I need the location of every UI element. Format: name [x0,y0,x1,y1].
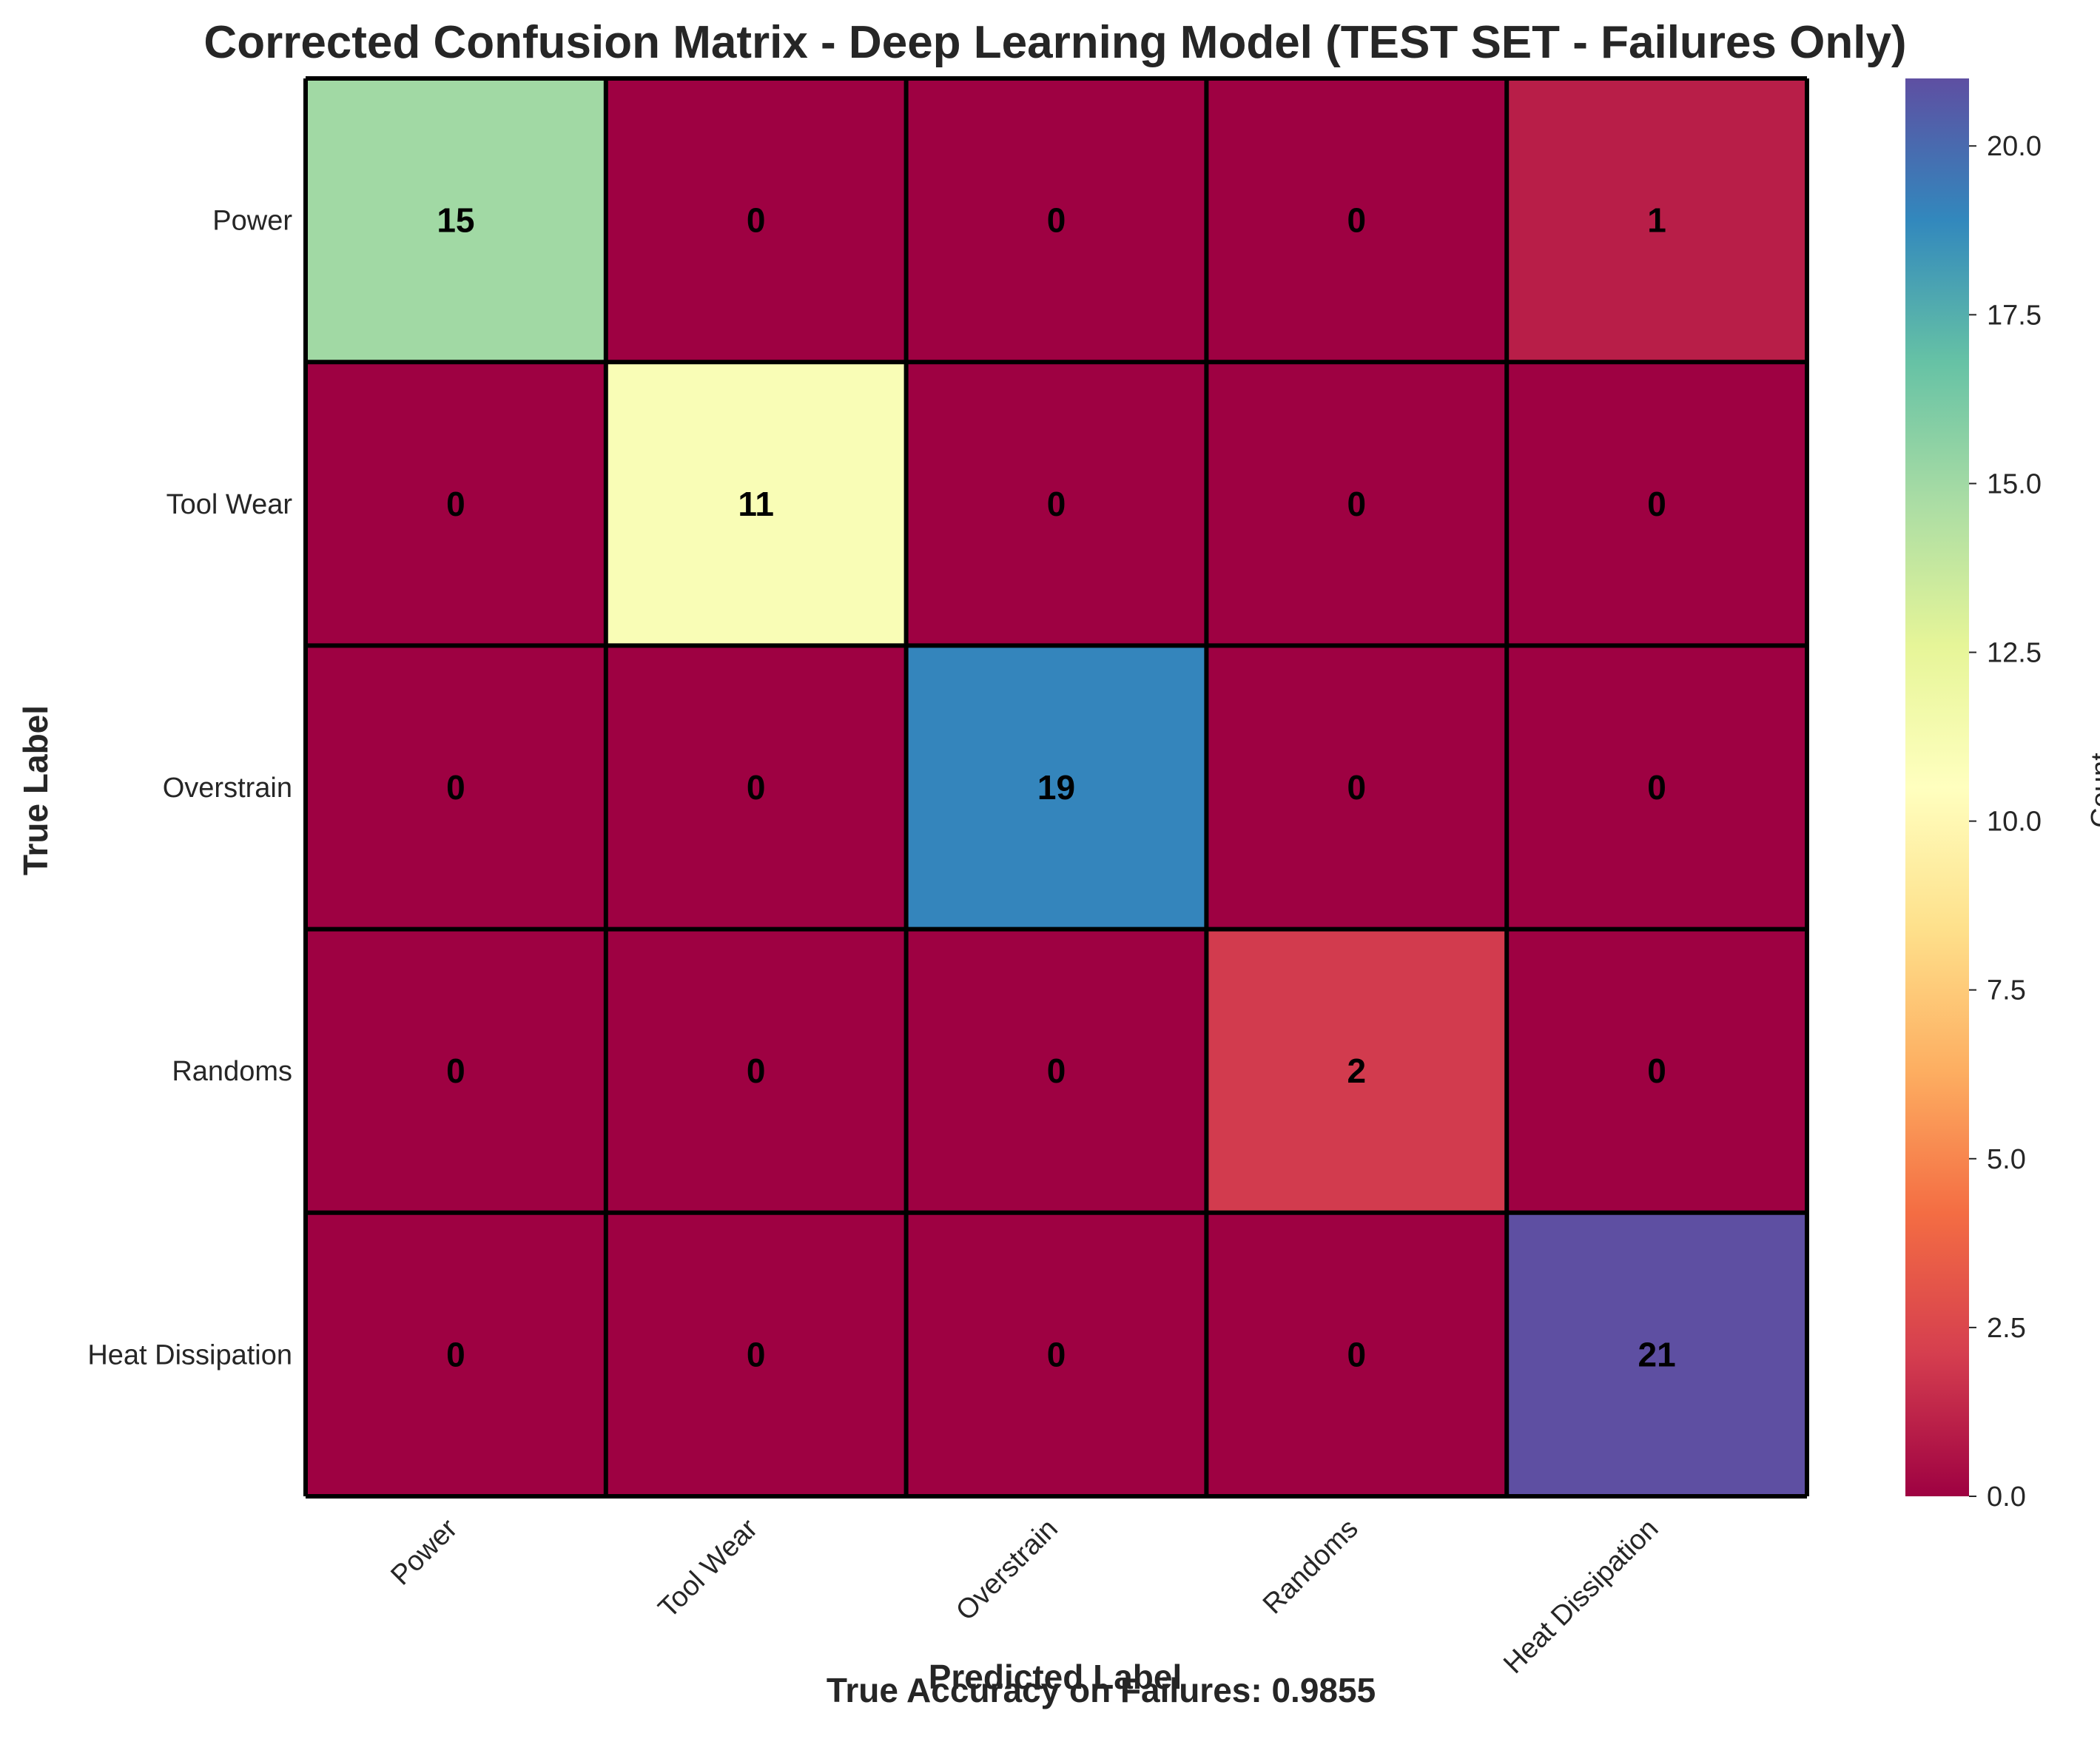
colorbar-label: Count [2086,753,2100,828]
heatmap-cell-r0-c0 [306,78,606,363]
x-tick-label: Overstrain [950,1513,1064,1627]
y-tick-label: Power [212,206,292,237]
cell-value-r0-c1: 0 [747,201,766,240]
y-tick-label: Randoms [172,1056,292,1087]
heatmap-cell-r3-c0 [306,929,606,1213]
cell-value-r0-c4: 1 [1647,201,1666,240]
y-tick-label: Overstrain [163,773,292,804]
cell-value-r4-c3: 0 [1347,1335,1367,1373]
x-tick-label: Power [385,1513,463,1591]
heatmap-cell-r1-c3 [1206,362,1507,646]
y-tick-label: Tool Wear [166,489,293,520]
colorbar-tick-label: 12.5 [1987,638,2042,669]
chart-title: Corrected Confusion Matrix - Deep Learni… [203,17,1906,68]
heatmap-cell-r0-c3 [1206,78,1507,363]
cell-value-r2-c1: 0 [747,768,766,807]
cell-value-r4-c0: 0 [446,1335,465,1373]
x-tick-label: Tool Wear [653,1513,764,1624]
colorbar-ticks: 0.0 2.5 5.0 7.5 10.0 12.5 15.0 17.5 20.0 [1969,131,2042,1513]
cell-value-r0-c3: 0 [1347,201,1367,240]
cell-value-r3-c4: 0 [1647,1052,1666,1090]
x-tick-label: Randoms [1257,1513,1364,1621]
heatmap-cell-r3-c3 [1206,929,1507,1213]
heatmap-cell-r2-c2 [906,645,1207,929]
cell-value-r3-c3: 2 [1347,1052,1367,1090]
cell-value-r4-c4: 21 [1638,1335,1676,1373]
y-tick-labels: Power Tool Wear Overstrain Randoms Heat Diss… [87,206,292,1371]
heatmap-cell-r2-c0 [306,645,606,929]
cell-value-r3-c0: 0 [446,1052,465,1090]
heatmap-cell-r3-c4 [1507,929,1807,1213]
heatmap-cell-r2-c1 [605,645,906,929]
x-axis-label: Predicted Label [929,1658,1182,1696]
heatmap-cell-r4-c2 [906,1212,1207,1496]
heatmap-grid-lines [303,76,1809,1499]
colorbar-tick-label: 0.0 [1987,1481,2026,1513]
heatmap-cell-r2-c4 [1507,645,1807,929]
colorbar-tick-label: 10.0 [1987,807,2042,838]
colorbar-tick-label: 17.5 [1987,300,2042,331]
heatmap-cell-r4-c4 [1507,1212,1807,1496]
x-tick-labels: Power Tool Wear Overstrain Randoms Heat Diss… [385,1513,1664,1680]
heatmap-cell-r1-c1 [605,362,906,646]
cell-value-r1-c2: 0 [1047,485,1066,523]
cell-value-r2-c2: 19 [1037,768,1075,807]
accuracy-footer: True Accuracy on Failures: 0.9855 [827,1671,1376,1709]
heatmap-cell-r3-c1 [605,929,906,1213]
y-axis-label: True Label [16,705,55,875]
cell-value-r0-c2: 0 [1047,201,1066,240]
cell-value-r3-c2: 0 [1047,1052,1066,1090]
heatmap-cell-r4-c0 [306,1212,606,1496]
colorbar-tick-label: 20.0 [1987,131,2042,162]
heatmap-cell-r4-c3 [1206,1212,1507,1496]
heatmap-cell-r1-c2 [906,362,1207,646]
cell-value-r2-c4: 0 [1647,768,1666,807]
cell-value-r2-c0: 0 [446,768,465,807]
cell-value-r1-c4: 0 [1647,485,1666,523]
y-tick-label: Heat Dissipation [87,1339,292,1370]
heatmap-cell-r1-c0 [306,362,606,646]
cell-value-r2-c3: 0 [1347,768,1367,807]
colorbar-tick-label: 5.0 [1987,1144,2026,1175]
x-tick-label: Heat Dissipation [1498,1513,1664,1680]
heatmap-cell-r0-c1 [605,78,906,363]
heatmap-cell-r0-c4 [1507,78,1807,363]
colorbar-tick-label: 2.5 [1987,1313,2026,1344]
cell-value-r1-c3: 0 [1347,485,1367,523]
heatmap-cell-r0-c2 [906,78,1207,363]
heatmap-cell-r4-c1 [605,1212,906,1496]
colorbar-tick-label: 7.5 [1987,975,2026,1006]
heatmap-cell-labels: 15 0 0 0 1 0 11 0 0 0 0 0 19 0 0 0 0 0 2 0 0 0 0 0 21 [437,201,1675,1374]
colorbar-tick-label: 15.0 [1987,468,2042,500]
heatmap-cell-r3-c2 [906,929,1207,1213]
colorbar-gradient [1905,78,1969,1496]
colorbar: 0.0 2.5 5.0 7.5 10.0 12.5 15.0 17.5 20.0 Count [1905,78,2100,1513]
cell-value-r0-c0: 15 [437,201,474,240]
heatmap-cell-r1-c4 [1507,362,1807,646]
cell-value-r1-c1: 11 [738,485,774,523]
cell-value-r1-c0: 0 [446,485,465,523]
cell-value-r4-c1: 0 [747,1335,766,1373]
cell-value-r4-c2: 0 [1047,1335,1066,1373]
heatmap-cells [306,78,1807,1496]
heatmap-cell-r2-c3 [1206,645,1507,929]
cell-value-r3-c1: 0 [747,1052,766,1090]
